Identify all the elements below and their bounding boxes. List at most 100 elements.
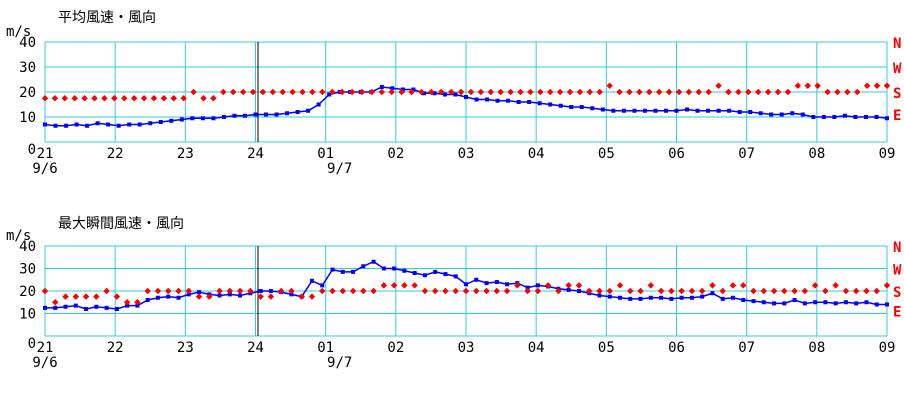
speed-point — [495, 98, 500, 103]
direction-point — [665, 88, 673, 96]
direction-point — [586, 287, 593, 295]
speed-point — [695, 108, 700, 113]
direction-point — [636, 88, 643, 96]
speed-point — [832, 115, 837, 119]
direction-label-w: W — [893, 61, 902, 77]
speed-point — [823, 300, 828, 305]
date-label: 9/7 — [327, 161, 352, 177]
speed-point — [238, 293, 243, 298]
speed-point — [843, 300, 848, 305]
direction-point — [438, 88, 445, 96]
direction-point — [709, 282, 716, 289]
direction-point — [781, 287, 788, 295]
y-tick-label: 30 — [19, 262, 36, 278]
direction-point — [247, 287, 254, 295]
direction-point — [688, 287, 696, 295]
speed-point — [158, 120, 163, 124]
direction-point — [507, 88, 514, 96]
direction-point — [144, 287, 151, 295]
x-tick-label: 22 — [107, 146, 124, 162]
direction-point — [401, 282, 408, 289]
speed-point — [505, 282, 510, 287]
speed-point — [730, 295, 735, 300]
speed-point — [106, 122, 111, 127]
speed-point — [464, 95, 468, 99]
speed-point — [506, 98, 511, 103]
speed-point — [253, 112, 258, 117]
speed-point — [274, 112, 279, 117]
x-tick-label: 03 — [458, 146, 475, 162]
direction-point — [863, 82, 871, 89]
y-tick-label: 20 — [19, 85, 36, 101]
x-tick-label: 01 — [317, 340, 334, 356]
direction-point — [257, 293, 264, 300]
speed-point — [211, 116, 216, 121]
y-axis-unit-label: m/s — [6, 228, 31, 244]
speed-point — [327, 92, 332, 97]
x-tick-label: 03 — [458, 340, 475, 356]
speed-point — [576, 289, 581, 293]
speed-point — [741, 298, 746, 302]
direction-point — [791, 287, 798, 295]
direction-point — [596, 287, 603, 295]
x-tick-label: 21 — [37, 340, 54, 356]
direction-point — [627, 287, 634, 295]
speed-point — [590, 106, 595, 111]
direction-point — [358, 88, 366, 96]
speed-point — [411, 87, 416, 92]
direction-point — [834, 88, 841, 96]
direction-point — [824, 88, 831, 96]
speed-point — [169, 118, 174, 123]
direction-point — [113, 293, 121, 300]
direction-label-s: S — [893, 86, 901, 102]
speed-point — [166, 294, 171, 299]
direction-point — [606, 82, 613, 89]
chart-title: 最大瞬間風速・風向 — [58, 216, 184, 232]
speed-point — [145, 298, 150, 302]
direction-label-n: N — [893, 36, 901, 52]
speed-point — [685, 107, 690, 112]
direction-point — [269, 88, 277, 96]
direction-point — [277, 287, 285, 295]
direction-point — [537, 88, 544, 96]
direction-point — [226, 287, 234, 295]
direction-point — [329, 88, 336, 96]
speed-point — [453, 274, 458, 279]
direction-point — [801, 287, 809, 295]
y-tick-label: 40 — [19, 35, 36, 51]
speed-point — [381, 266, 386, 271]
speed-point — [751, 299, 756, 304]
speed-point — [190, 116, 195, 121]
speed-point — [400, 87, 405, 92]
direction-point — [719, 287, 726, 295]
speed-point — [748, 110, 753, 114]
y-tick-label: 10 — [19, 110, 36, 126]
direction-point — [755, 88, 762, 96]
speed-point — [569, 105, 574, 109]
speed-point — [148, 121, 153, 126]
speed-point — [200, 116, 205, 121]
speed-point — [628, 296, 633, 301]
speed-point — [700, 294, 705, 299]
direction-point — [467, 88, 475, 96]
direction-point — [740, 282, 747, 289]
direction-point — [705, 88, 712, 96]
x-tick-label: 08 — [808, 146, 825, 162]
speed-point — [264, 112, 269, 117]
date-label: 9/6 — [32, 161, 57, 177]
speed-point — [772, 301, 777, 306]
chart-panel-2 — [41, 245, 891, 337]
direction-point — [647, 282, 655, 289]
speed-point — [800, 112, 805, 117]
direction-point — [279, 88, 286, 96]
direction-point — [51, 95, 59, 102]
speed-point — [155, 295, 160, 300]
direction-point — [804, 82, 811, 89]
speed-point — [316, 102, 321, 107]
direction-point — [380, 282, 388, 289]
speed-point — [485, 97, 490, 102]
speed-point — [421, 91, 426, 96]
speed-point — [268, 289, 273, 293]
speed-point — [558, 103, 563, 108]
